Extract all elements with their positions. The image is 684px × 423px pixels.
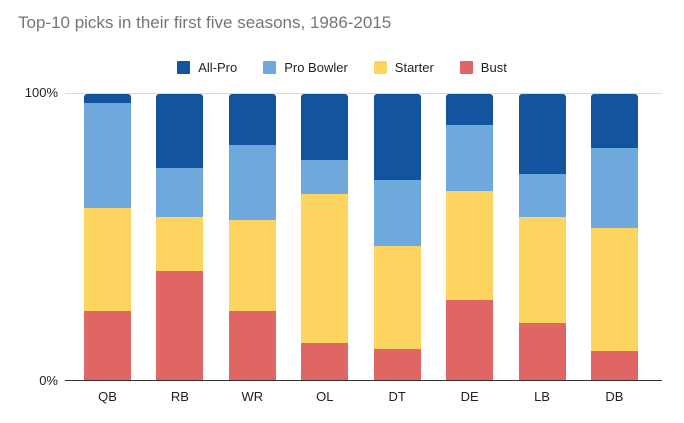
bar-segment-dt-all-pro[interactable] <box>373 94 421 180</box>
legend-label-bust: Bust <box>480 59 507 75</box>
bar-segment-rb-all-pro[interactable] <box>156 94 204 169</box>
legend-swatch-starter <box>373 60 387 74</box>
legend-label-pro-bowler: Pro Bowler <box>284 59 348 75</box>
legend-label-starter: Starter <box>394 59 434 75</box>
bar-segment-rb-starter[interactable] <box>156 216 204 272</box>
bar-segment-rb-pro-bowler[interactable] <box>156 168 204 217</box>
x-axis-label-lb: LB <box>534 389 550 404</box>
bar-segment-db-all-pro[interactable] <box>590 94 638 149</box>
x-axis-label-ol: OL <box>316 389 334 404</box>
bar-dt[interactable]: DT <box>373 94 421 404</box>
bar-de[interactable]: DE <box>446 94 494 404</box>
bar-segment-lb-pro-bowler[interactable] <box>518 174 566 217</box>
x-axis-label-qb: QB <box>98 389 117 404</box>
bar-db[interactable]: DB <box>590 94 638 404</box>
bar-segment-ol-bust[interactable] <box>301 342 349 380</box>
bar-rb[interactable]: RB <box>156 94 204 404</box>
bar-segment-de-bust[interactable] <box>446 299 494 380</box>
bar-segment-dt-starter[interactable] <box>373 245 421 349</box>
legend-swatch-bust <box>459 60 473 74</box>
bar-segment-ol-all-pro[interactable] <box>301 94 349 160</box>
x-axis-label-db: DB <box>605 389 624 404</box>
legend-item-pro-bowler[interactable]: Pro Bowler <box>263 60 348 75</box>
x-axis-label-dt: DT <box>388 389 406 404</box>
bar-wr[interactable]: WR <box>228 94 276 404</box>
x-axis-label-wr: WR <box>241 389 264 404</box>
bar-segment-de-all-pro[interactable] <box>446 94 494 126</box>
bar-segment-dt-pro-bowler[interactable] <box>373 179 421 246</box>
bar-segment-ol-pro-bowler[interactable] <box>301 159 349 195</box>
bar-segment-de-starter[interactable] <box>446 191 494 300</box>
y-axis-tick-0: 0% <box>39 373 58 388</box>
bar-segment-wr-bust[interactable] <box>228 311 276 380</box>
bar-segment-db-starter[interactable] <box>590 228 638 352</box>
x-axis-label-rb: RB <box>170 389 189 404</box>
chart-title: Top-10 picks in their first five seasons… <box>18 13 392 32</box>
plot-area: QB RB WR OL DT DE LB DB <box>65 93 662 404</box>
legend-label-all-pro: All-Pro <box>198 59 238 75</box>
bar-segment-ol-starter[interactable] <box>301 194 349 343</box>
legend: All-Pro Pro Bowler Starter Bust <box>0 58 684 76</box>
bar-segment-wr-all-pro[interactable] <box>228 94 276 146</box>
legend-item-bust[interactable]: Bust <box>459 59 507 75</box>
legend-item-starter[interactable]: Starter <box>373 59 434 75</box>
bar-segment-lb-starter[interactable] <box>518 216 566 323</box>
bar-segment-wr-pro-bowler[interactable] <box>228 145 276 220</box>
legend-swatch-pro-bowler <box>263 60 277 74</box>
bar-segment-qb-pro-bowler[interactable] <box>84 102 131 209</box>
bar-segment-db-bust[interactable] <box>590 351 638 380</box>
bar-segment-de-pro-bowler[interactable] <box>446 125 494 192</box>
bar-segment-lb-all-pro[interactable] <box>518 94 566 175</box>
bar-segment-qb-all-pro[interactable] <box>84 94 131 103</box>
bar-segment-qb-starter[interactable] <box>84 208 131 312</box>
x-axis-label-de: DE <box>460 389 479 404</box>
bar-segment-db-pro-bowler[interactable] <box>590 148 638 229</box>
bar-segment-lb-bust[interactable] <box>518 322 566 380</box>
bar-lb[interactable]: LB <box>518 94 566 404</box>
legend-item-all-pro[interactable]: All-Pro <box>177 60 237 75</box>
legend-swatch-all-pro <box>177 60 191 74</box>
bar-segment-wr-starter[interactable] <box>228 219 276 312</box>
bar-segment-qb-bust[interactable] <box>84 311 131 380</box>
bar-segment-rb-bust[interactable] <box>156 271 204 380</box>
bar-qb[interactable]: QB <box>84 94 131 404</box>
bar-ol[interactable]: OL <box>301 94 349 404</box>
bar-segment-dt-bust[interactable] <box>373 348 421 380</box>
y-axis-tick-100: 100% <box>24 85 58 100</box>
